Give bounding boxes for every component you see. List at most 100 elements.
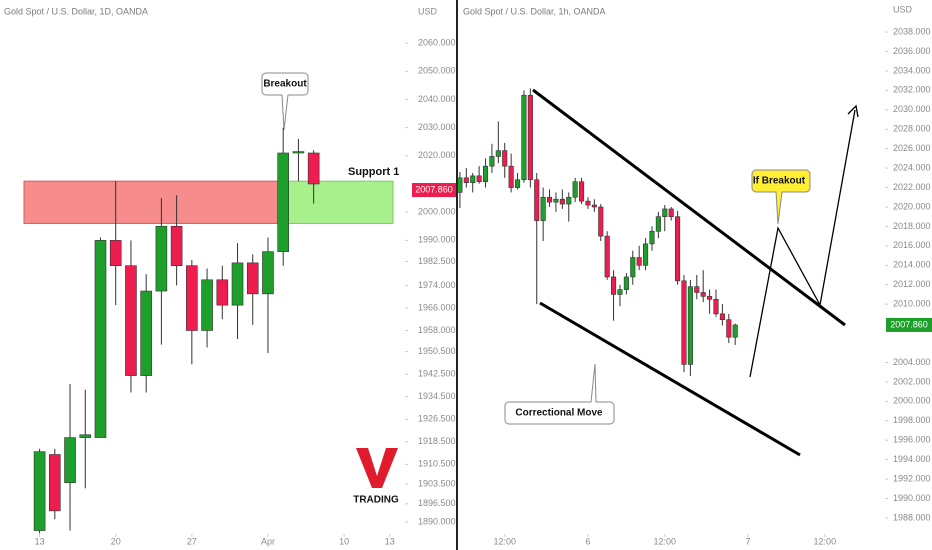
annotation: Correctional Move [515, 408, 603, 419]
y-tick-label: 1926.500 [418, 414, 456, 424]
candle-body [675, 216, 681, 282]
y-tick-label: 1996.000 [893, 435, 931, 445]
candle-body [591, 204, 597, 208]
annotation: TRADING [353, 495, 399, 506]
candle-body [540, 196, 546, 221]
projection-arrow [749, 109, 856, 378]
candle-body [231, 262, 244, 306]
annotation: Breakout [263, 79, 307, 90]
candle-body [49, 454, 61, 512]
y-tick-label: 2030.000 [893, 104, 931, 114]
y-tick-label: 2032.000 [893, 85, 931, 95]
candle-body [216, 279, 229, 306]
y-tick-label: 2020.000 [418, 150, 456, 160]
y-tick-label: 1988.000 [893, 512, 931, 522]
candle-body [201, 279, 213, 331]
candle-body [630, 257, 636, 278]
candle-body [457, 177, 463, 193]
axis-unit: USD [893, 4, 913, 14]
candle-body [655, 216, 661, 232]
y-tick-label: 1903.500 [418, 478, 456, 488]
y-tick-label: 1896.500 [418, 498, 456, 508]
candle-body [79, 434, 92, 438]
y-tick-label: 2004.000 [893, 357, 931, 367]
candle-body [643, 243, 649, 266]
x-tick-label: 12:00 [654, 536, 677, 546]
candle-body [566, 196, 572, 205]
axis-unit: USD [418, 6, 438, 16]
y-tick-label: 2000.000 [893, 396, 931, 406]
y-tick-label: 1918.500 [418, 436, 456, 446]
y-tick-label: 1998.000 [893, 415, 931, 425]
y-tick-label: 2036.000 [893, 46, 931, 56]
chart-title: Gold Spot / U.S. Dollar, 1h, OANDA [463, 6, 606, 16]
y-tick-label: 2018.000 [893, 221, 931, 231]
candle-body [617, 289, 623, 295]
y-tick-label: 2012.000 [893, 279, 931, 289]
candle-body [527, 94, 533, 181]
x-tick-label: 20 [111, 536, 121, 546]
candle-body [707, 296, 713, 300]
candle-body [579, 181, 585, 202]
y-tick-label: 1890.000 [418, 516, 456, 526]
candle-body [726, 319, 732, 338]
callout-box [504, 363, 615, 425]
y-tick-label: 1958.000 [418, 325, 456, 335]
candle-body [109, 240, 122, 267]
y-tick-label: 1910.500 [418, 459, 456, 469]
candle-body [508, 165, 514, 188]
callout-box [261, 72, 309, 131]
candle-body [64, 437, 76, 483]
zone-label: Support 1 [348, 166, 399, 178]
x-tick-label: 27 [187, 536, 197, 546]
candle-body [694, 286, 700, 293]
candle-body [277, 152, 289, 252]
candle-body [125, 265, 137, 376]
candle-body [681, 280, 687, 365]
y-tick-label: 1934.500 [418, 391, 456, 401]
x-tick-label: 6 [585, 536, 590, 546]
x-tick-label: 12:00 [493, 536, 516, 546]
candle-body [246, 262, 259, 295]
x-tick-label: 13 [385, 536, 395, 546]
candle-body [553, 198, 559, 203]
y-tick-label: 1974.000 [418, 280, 456, 290]
candle-body [611, 276, 617, 295]
zone [23, 180, 281, 224]
candle-body [668, 208, 674, 217]
logo [356, 448, 398, 488]
candle-body [534, 179, 540, 221]
x-tick-label: 13 [35, 536, 45, 546]
y-tick-label: 2040.000 [418, 94, 456, 104]
candle-body [489, 156, 495, 167]
y-tick-label: 2034.000 [893, 65, 931, 75]
candle-body [623, 276, 629, 290]
candle-body [33, 451, 46, 531]
y-tick-label: 2022.000 [893, 182, 931, 192]
candle-body [572, 181, 578, 198]
x-tick-label: 10 [339, 536, 349, 546]
last-price-tag [412, 183, 456, 198]
candle-body [559, 198, 565, 205]
candle-body [585, 200, 591, 206]
candle-body [546, 196, 553, 203]
last-price-label: 2007.860 [890, 319, 928, 329]
candle-body [732, 324, 738, 338]
candle-body [713, 298, 719, 315]
candle-body [170, 225, 183, 267]
y-tick-label: 2038.000 [893, 26, 931, 36]
candle-body [463, 177, 469, 183]
y-tick-label: 1982.500 [418, 256, 456, 266]
candle-body [662, 208, 668, 217]
x-tick-label: 7 [745, 536, 750, 546]
candle-body [700, 292, 706, 297]
y-tick-label: 2026.000 [893, 143, 931, 153]
y-tick-label: 2016.000 [893, 240, 931, 250]
last-price-label: 2007.860 [415, 184, 453, 194]
candle-body [307, 152, 320, 185]
arrow-head [847, 104, 859, 118]
candle-body [186, 265, 198, 331]
trend-line [532, 88, 846, 327]
candle-body [155, 225, 168, 292]
